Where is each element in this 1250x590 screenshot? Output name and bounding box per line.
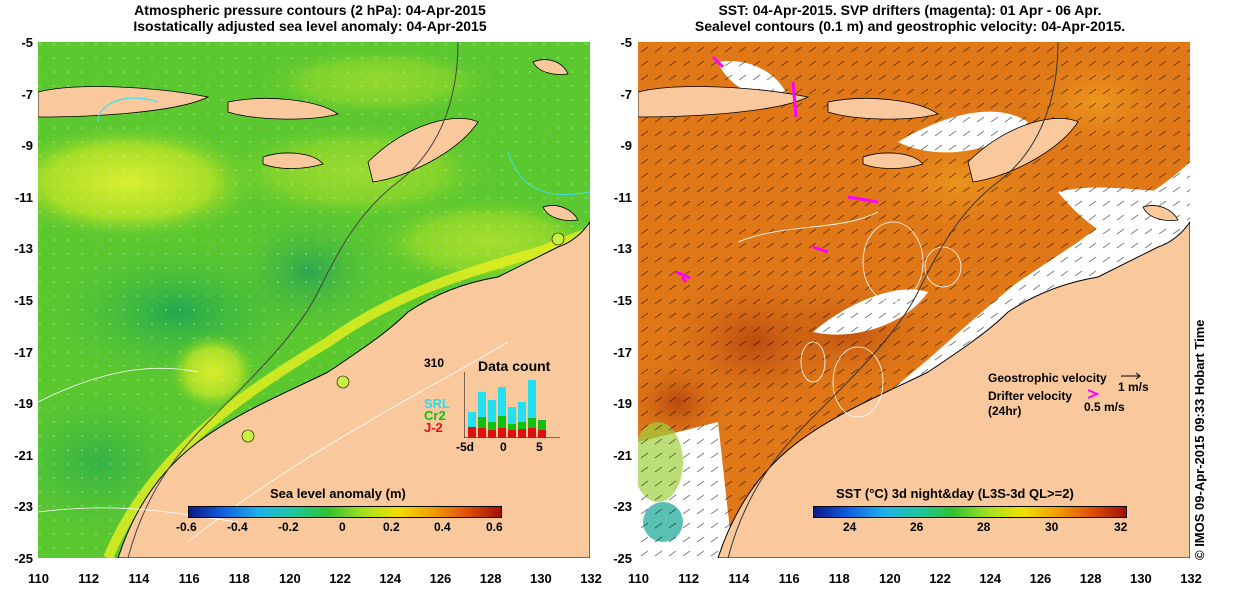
right-x-tick: 122	[929, 571, 951, 586]
data-count-xtick-5: 5	[536, 440, 543, 454]
left-title-line1: Atmospheric pressure contours (2 hPa): 0…	[134, 2, 486, 18]
right-x-tick: 110	[628, 571, 649, 586]
sst-colorbar	[813, 506, 1127, 518]
right-y-tick: -17	[613, 344, 632, 360]
mission-j2: J-2	[424, 420, 443, 435]
right-y-tick: -11	[613, 189, 632, 205]
left-x-tick: 122	[329, 571, 351, 586]
right-x-tick: 118	[828, 571, 850, 586]
right-cb-tick-4: 32	[1114, 520, 1128, 534]
right-x-tick: 120	[879, 571, 901, 586]
right-x-tick: 114	[728, 571, 750, 586]
right-x-tick: 116	[778, 571, 800, 586]
left-cb-tick-0: -0.6	[176, 520, 197, 534]
right-y-tick: -23	[613, 499, 632, 515]
right-y-tick: -5	[620, 35, 632, 50]
right-y-tick: -19	[613, 396, 632, 412]
drifter-velocity-period: (24hr)	[988, 404, 1022, 418]
left-x-tick: 114	[128, 571, 150, 586]
right-title-line1: SST: 04-Apr-2015. SVP drifters (magenta)…	[718, 2, 1102, 18]
left-y-tick: -15	[14, 293, 33, 308]
left-title-line2: Isostatically adjusted sea level anomaly…	[133, 18, 487, 34]
drifter-velocity-unit: 0.5 m/s	[1084, 400, 1125, 414]
imos-credit: © IMOS 09-Apr-2015 09:33 Hobart Time	[1192, 319, 1207, 560]
left-y-tick: -17	[14, 344, 33, 360]
sst-map	[638, 42, 1190, 558]
right-cb-tick-1: 26	[910, 520, 924, 534]
left-cb-tick-3: 0	[339, 520, 346, 534]
right-title-line2: Sealevel contours (0.1 m) and geostrophi…	[694, 18, 1126, 34]
left-map-panel: 310 Data count SRL Cr2 J-2 -5d 0 5 Sea l…	[38, 42, 590, 558]
left-y-tick: -11	[14, 189, 33, 205]
geostrophic-arrow-icon	[1121, 372, 1141, 380]
data-count-xtick-neg5: -5d	[456, 440, 474, 454]
right-y-tick: -7	[620, 86, 632, 102]
drifter-tracks	[675, 55, 879, 283]
right-y-tick: -13	[613, 241, 632, 257]
right-y-tick: -15	[613, 293, 632, 308]
drifter-arrow-icon	[1087, 389, 1100, 399]
right-y-tick: -9	[620, 138, 632, 154]
left-y-tick: -21	[14, 447, 33, 463]
left-y-tick: -5	[21, 35, 33, 50]
right-x-tick: 124	[979, 571, 1002, 586]
left-y-tick: -7	[21, 86, 33, 102]
right-map-panel: Geostrophic velocity 1 m/s Drifter veloc…	[638, 42, 1190, 558]
left-y-tick: -13	[14, 241, 33, 257]
left-y-tick: -23	[14, 499, 33, 515]
right-x-tick: 128	[1079, 571, 1102, 586]
geostrophic-velocity-unit: 1 m/s	[1118, 380, 1149, 394]
mission-cr2: Cr2	[424, 408, 446, 423]
left-x-tick: 120	[279, 571, 301, 586]
data-count-title: Data count	[478, 358, 551, 374]
geostrophic-velocity-label: Geostrophic velocity	[988, 371, 1107, 385]
left-x-tick: 128	[479, 571, 502, 586]
histogram-bars	[468, 380, 546, 438]
left-cb-tick-4: 0.2	[383, 520, 400, 534]
right-x-tick: 130	[1130, 571, 1152, 586]
left-x-tick: 110	[28, 571, 49, 586]
left-y-tick: -19	[14, 396, 33, 412]
sea-level-map	[38, 42, 590, 558]
left-cb-tick-2: -0.2	[278, 520, 299, 534]
left-colorbar-title: Sea level anomaly (m)	[270, 486, 406, 501]
left-x-tick: 124	[379, 571, 402, 586]
right-x-tick: 112	[678, 571, 700, 586]
mission-srl: SRL	[424, 396, 450, 411]
sea-level-colorbar	[188, 506, 502, 518]
data-count-ymax: 310	[424, 356, 445, 370]
right-x-tick: 132	[1180, 571, 1202, 586]
right-cb-tick-3: 30	[1045, 520, 1059, 534]
right-y-tick: -21	[613, 447, 632, 463]
right-cb-tick-2: 28	[977, 520, 991, 534]
right-x-tick: 126	[1029, 571, 1052, 586]
left-x-tick: 112	[78, 571, 100, 586]
left-cb-tick-5: 0.4	[434, 520, 451, 534]
right-cb-tick-0: 24	[843, 520, 857, 534]
left-x-tick: 130	[530, 571, 552, 586]
left-x-tick: 118	[228, 571, 250, 586]
data-count-inset: 310 Data count SRL Cr2 J-2 -5d 0 5	[420, 352, 560, 454]
right-y-tick: -25	[613, 551, 632, 566]
data-count-histogram	[464, 372, 560, 438]
right-colorbar-title: SST (°C) 3d night&day (L3S-3d QL>=2)	[836, 486, 1074, 501]
left-x-tick: 116	[178, 571, 200, 586]
left-cb-tick-6: 0.6	[486, 520, 503, 534]
left-cb-tick-1: -0.4	[227, 520, 248, 534]
left-y-tick: -25	[14, 551, 33, 566]
left-x-tick: 126	[429, 571, 452, 586]
data-count-xtick-0: 0	[500, 440, 507, 454]
left-y-tick: -9	[21, 138, 33, 154]
drifter-velocity-label: Drifter velocity	[988, 389, 1073, 403]
left-x-tick: 132	[580, 571, 602, 586]
